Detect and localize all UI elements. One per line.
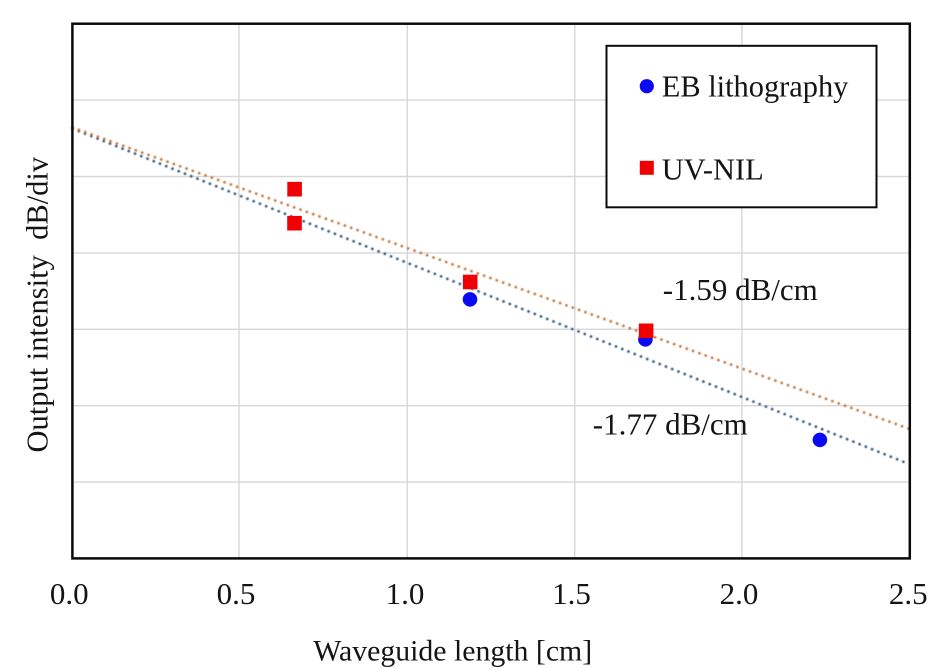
svg-text:1.0: 1.0 xyxy=(386,576,425,611)
svg-text:-1.59 dB/cm: -1.59 dB/cm xyxy=(663,272,818,307)
svg-text:2.5: 2.5 xyxy=(889,576,928,611)
svg-text:Output intensity dB/div: Output intensity dB/div xyxy=(20,156,54,452)
svg-text:1.5: 1.5 xyxy=(552,576,591,611)
svg-text:2.0: 2.0 xyxy=(720,576,759,611)
svg-text:-1.77 dB/cm: -1.77 dB/cm xyxy=(593,406,748,441)
svg-text:UV-NIL: UV-NIL xyxy=(662,153,764,187)
svg-text:Waveguide length [cm]: Waveguide length [cm] xyxy=(313,635,592,668)
svg-text:0.5: 0.5 xyxy=(217,576,256,611)
svg-text:EB lithography: EB lithography xyxy=(662,69,849,103)
svg-text:0.0: 0.0 xyxy=(50,576,89,611)
